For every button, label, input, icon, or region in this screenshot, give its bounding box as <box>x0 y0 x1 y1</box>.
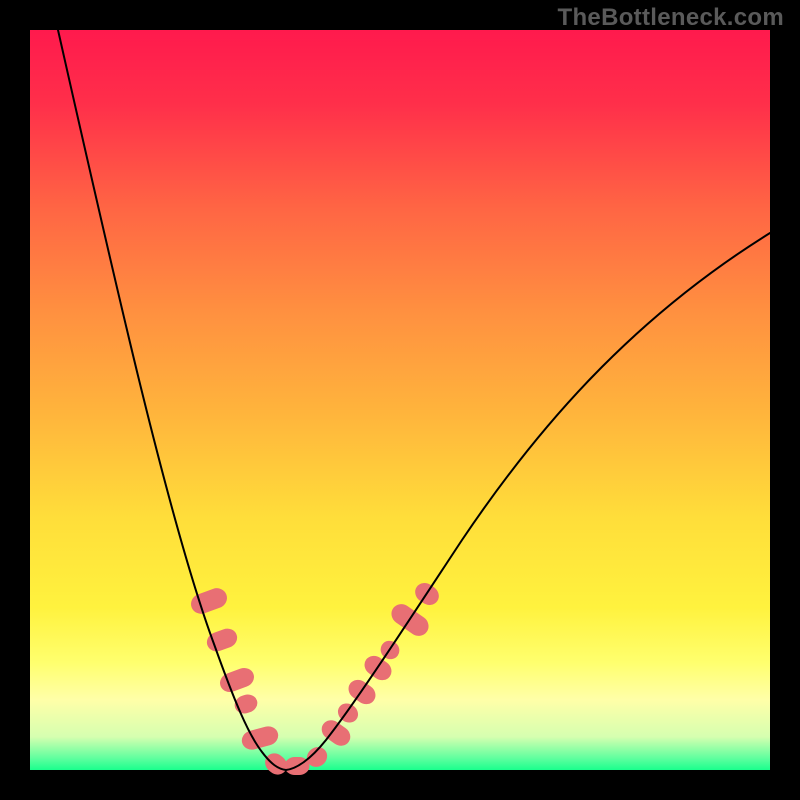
watermark-text: TheBottleneck.com <box>558 4 784 32</box>
bead-0 <box>189 586 229 616</box>
chart-overlay <box>0 0 800 800</box>
curve-left-branch <box>58 30 286 770</box>
bead-4 <box>240 725 279 752</box>
